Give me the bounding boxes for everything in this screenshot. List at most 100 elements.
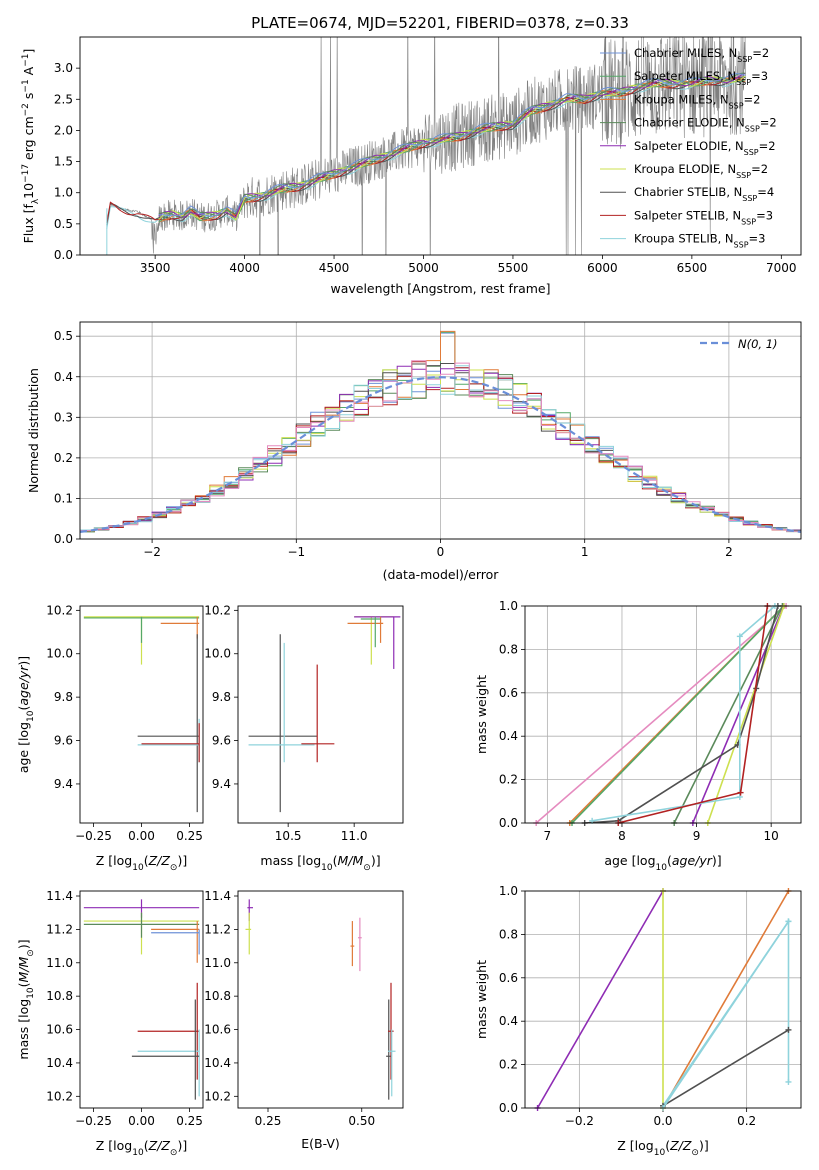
residuals-frame (79, 321, 802, 540)
age_vs_mass-frame (237, 605, 404, 824)
y-tick-label: 10.0 (204, 647, 231, 661)
x-axis-label-part: 10 (654, 1148, 666, 1158)
y-axis-label: mass weight (474, 960, 489, 1039)
legend-tail: =2 (759, 139, 776, 153)
legend-entry: Chabrier MILES, NSSP=2 (634, 46, 769, 64)
y-tick-label: 10.2 (46, 603, 73, 617)
y-tick-label: 10.8 (46, 989, 73, 1003)
axes-spectrum: 3500 4000 4500 5000 5500 6000 6500 7000 0.0 0.5 1.… (54, 37, 797, 275)
y-tick-label: 9.6 (54, 734, 73, 748)
x-tick-label: −2 (143, 545, 161, 559)
y-tick-label: 1.5 (54, 155, 73, 169)
x-axis-label-part: )] (177, 853, 187, 868)
y-axis-label-part: ⊙ (26, 949, 36, 957)
x-tick-label: 0.25 (255, 1114, 282, 1128)
y-tick-label: 0.0 (499, 816, 518, 830)
y-axis-label-part: ( (16, 706, 31, 711)
y-axis-label-part: age [log (16, 722, 31, 773)
y-tick-label: 3.0 (54, 61, 73, 75)
y-axis-label-part: −2 (21, 103, 31, 116)
x-tick-label: 5000 (408, 261, 439, 275)
x-tick-label: 10.5 (275, 829, 302, 843)
x-axis-label: wavelength [Angstrom, rest frame] (330, 281, 550, 296)
y-tick-label: 10.2 (204, 603, 231, 617)
legend-name: Chabrier ELODIE, N (634, 116, 745, 130)
weight-line-chabrier_stelib (662, 1029, 789, 1107)
legend-sub: SSP (742, 194, 757, 203)
histogram-kroupa_stelib (80, 365, 801, 532)
y-axis-label-part: 10 (26, 710, 36, 722)
x-tick-label: −0.25 (75, 1114, 112, 1128)
x-axis-label: mass [log10(M/M⊙)] (260, 853, 380, 873)
legend-name: Salpeter STELIB, N (634, 208, 741, 222)
y-tick-label: 0.8 (499, 927, 518, 941)
x-tick-label: 3500 (140, 261, 171, 275)
y-axis-label-part: −17 (21, 164, 31, 183)
legend-tail: =2 (751, 162, 768, 176)
y-tick-label: 2.0 (54, 123, 73, 137)
age_vs_Z-frame (79, 605, 204, 824)
model-spectrum-kroupa_elodie (158, 75, 746, 221)
legend-sub: SSP (729, 101, 744, 110)
legend-tail: =3 (756, 208, 773, 222)
legend-name: Chabrier STELIB, N (634, 185, 742, 199)
x-axis-label-part: age/yr (672, 853, 713, 868)
y-tick-label: 0.4 (499, 1014, 518, 1028)
x-axis-label-part: ⊙ (691, 1148, 699, 1158)
x-tick-label: 0.2 (737, 1114, 756, 1128)
x-axis-label-part: ( (144, 853, 149, 868)
x-axis-label-part: ⊙ (170, 1148, 178, 1158)
axes-age_vs_mass: 10.5 11.0 9.4 9.6 9.8 10.0 10.2 (204, 603, 401, 843)
x-axis-label-part: 10 (656, 863, 668, 873)
legend-tail: =3 (751, 69, 768, 83)
x-axis-label-part: M/M (338, 853, 364, 868)
y-tick-label: 11.4 (204, 889, 231, 903)
y-axis-label-part: −1 (21, 54, 31, 67)
weight-line-pink (535, 606, 787, 823)
y-axis-label-part: )] (16, 656, 31, 666)
y-tick-label: 10.2 (204, 1089, 231, 1103)
y-tick-label: 11.0 (204, 956, 231, 970)
y-tick-label: 9.6 (212, 734, 231, 748)
y-axis-label-part: −1 (21, 79, 31, 92)
x-tick-label: 1 (581, 545, 589, 559)
legend-name: Salpeter MILES, N (634, 69, 736, 83)
y-axis-label: age [log10(age/yr)] (16, 656, 36, 773)
y-axis-label: mass weight (474, 675, 489, 754)
y-axis-label-part: λ (31, 198, 41, 204)
weight-line-kroupa_stelib (662, 920, 790, 1108)
weight_vs_Z-frame (524, 890, 802, 1109)
x-axis-label-part: )] (712, 853, 722, 868)
y-tick-label: 11.2 (204, 922, 231, 936)
x-axis-label-part: ( (144, 1138, 149, 1153)
legend-sub: SSP (744, 147, 759, 156)
model-spectrum-chabrier_miles (158, 73, 746, 217)
y-tick-label: 1.0 (499, 599, 518, 613)
axes-age_vs_Z: −0.25 0.00 0.25 9.4 9.6 9.8 10.0 10.2 (46, 603, 203, 843)
legend-sub: SSP (734, 240, 749, 249)
legend-sub: SSP (745, 124, 760, 133)
y-tick-label: 11.2 (46, 922, 73, 936)
y-tick-label: 11.4 (46, 889, 73, 903)
x-axis-label-part: ⊙ (170, 863, 178, 873)
legend-name: Kroupa MILES, N (634, 92, 729, 106)
x-axis-label-part: Z [log (96, 853, 132, 868)
x-axis-label-part: mass [log (260, 853, 321, 868)
mass_vs_EBV-frame (237, 890, 404, 1109)
y-tick-label: 1.0 (499, 884, 518, 898)
y-tick-label: 10.4 (46, 1056, 73, 1070)
y-axis-label-part: s (21, 93, 36, 104)
y-axis-label: mass [log10(M/M⊙)] (16, 939, 36, 1059)
y-tick-label: 9.8 (212, 690, 231, 704)
x-tick-label: 11.0 (341, 829, 368, 843)
x-axis-label-part: Z/Z (148, 853, 171, 868)
y-tick-label: 10.6 (204, 1023, 231, 1037)
y-tick-label: 10.4 (204, 1056, 231, 1070)
legend-name: Kroupa STELIB, N (634, 232, 734, 246)
x-axis-label: (data-model)/error (383, 567, 500, 582)
weight-line-kroupa_stelib (591, 606, 776, 822)
legend-entry: Chabrier STELIB, NSSP=4 (634, 185, 774, 203)
legend-entry: Salpeter MILES, NSSP=3 (634, 69, 768, 87)
histogram-kroupa_miles (80, 330, 801, 532)
